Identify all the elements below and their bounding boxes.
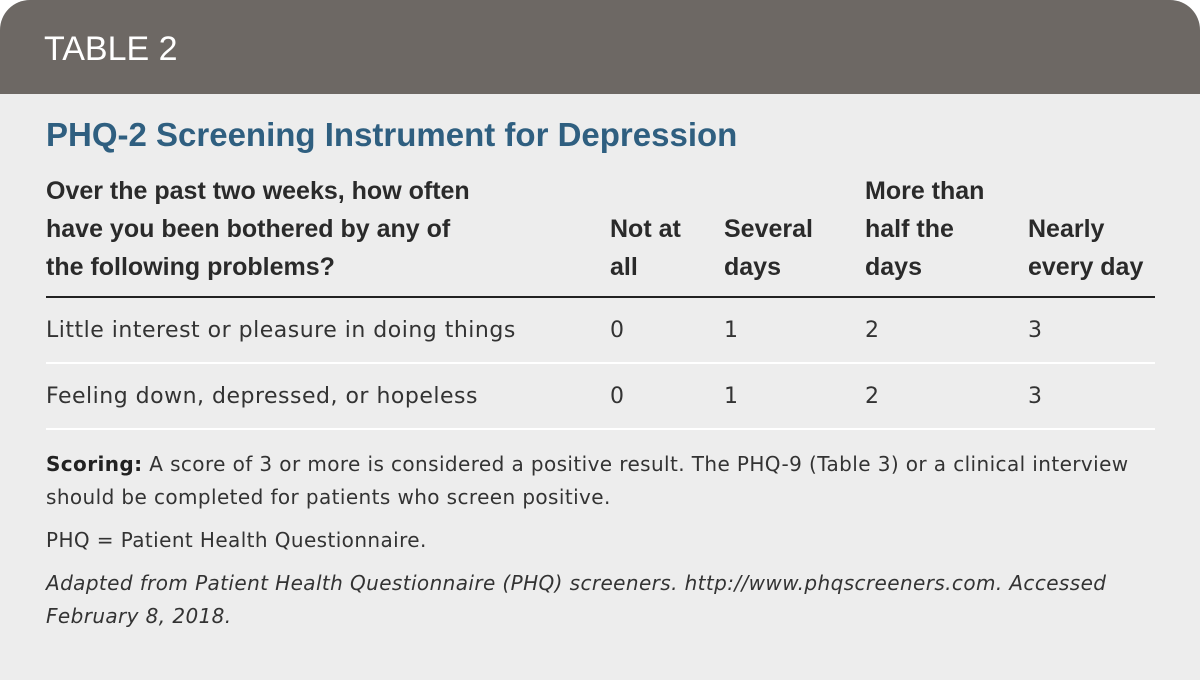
table-body: Little interest or pleasure in doing thi… (46, 297, 1155, 430)
problem-cell: Feeling down, depressed, or hopeless (46, 363, 610, 430)
score-cell: 3 (1028, 297, 1155, 364)
scoring-note: Scoring: A score of 3 or more is conside… (46, 448, 1166, 514)
scoring-text: A score of 3 or more is considered a pos… (46, 452, 1129, 509)
column-header: Several days (724, 172, 865, 298)
score-cell: 3 (1028, 363, 1155, 430)
scoring-label: Scoring: (46, 452, 143, 476)
column-header: More than half the days (865, 172, 1028, 298)
column-header: Over the past two weeks, how often have … (46, 172, 610, 298)
column-header-text: More than half the days (865, 177, 985, 281)
score-cell: 0 (610, 297, 724, 364)
table: Over the past two weeks, how often have … (46, 172, 1155, 430)
header-row: Over the past two weeks, how often have … (46, 172, 1155, 298)
table-row: Feeling down, depressed, or hopeless 0 1 2 3 (46, 363, 1155, 430)
notes: Scoring: A score of 3 or more is conside… (46, 448, 1166, 643)
score-cell: 2 (865, 363, 1028, 430)
source: Adapted from Patient Health Questionnair… (46, 571, 1107, 628)
score-cell: 2 (865, 297, 1028, 364)
table-row: Little interest or pleasure in doing thi… (46, 297, 1155, 364)
column-header-text: Nearly every day (1028, 215, 1144, 281)
column-header-text: Several days (724, 215, 813, 281)
table-label: TABLE 2 (0, 0, 1200, 94)
score-cell: 0 (610, 363, 724, 430)
column-header: Not at all (610, 172, 724, 298)
table-title: PHQ-2 Screening Instrument for Depressio… (46, 116, 738, 153)
problem-cell: Little interest or pleasure in doing thi… (46, 297, 610, 364)
score-cell: 1 (724, 297, 865, 364)
column-header-text: Over the past two weeks, how often have … (46, 177, 470, 281)
score-cell: 1 (724, 363, 865, 430)
abbreviation: PHQ = Patient Health Questionnaire. (46, 528, 427, 552)
column-header: Nearly every day (1028, 172, 1155, 298)
column-header-text: Not at all (610, 215, 681, 281)
